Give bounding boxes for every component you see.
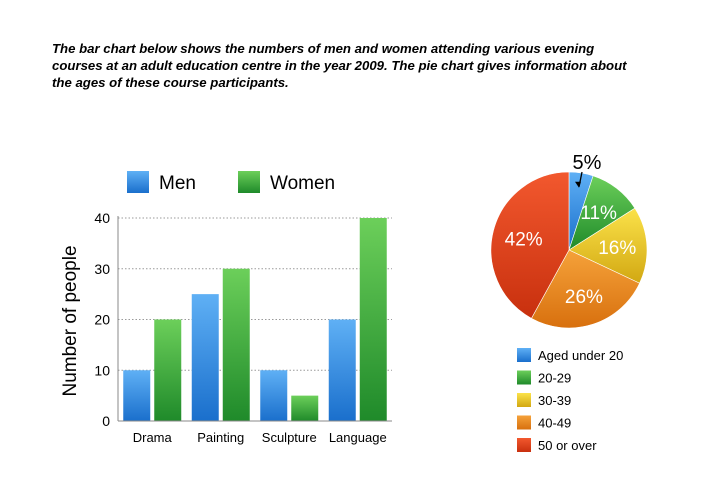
legend-swatch <box>517 438 531 452</box>
legend-label: 20-29 <box>538 371 571 386</box>
pie-label: 26% <box>565 287 603 308</box>
pie-slice <box>490 171 570 319</box>
chart-caption: The bar chart below shows the numbers of… <box>52 40 692 91</box>
legend-swatch-men <box>127 171 149 193</box>
bar-men <box>191 294 219 421</box>
legend-label: 30-39 <box>538 393 571 408</box>
legend-swatch <box>517 370 531 385</box>
legend-label: 40-49 <box>538 416 571 431</box>
y-axis-label: Number of people <box>60 245 81 396</box>
y-tick-label: 0 <box>102 413 110 429</box>
legend-label-women: Women <box>270 173 335 194</box>
pie-label: 42% <box>505 229 543 250</box>
bar-women <box>154 319 182 421</box>
bar-men <box>123 370 151 421</box>
pie-label: 11% <box>580 203 617 224</box>
x-tick-label: Painting <box>197 430 244 445</box>
y-tick-label: 40 <box>94 210 110 226</box>
caption-line: the ages of these course participants. <box>52 75 289 90</box>
x-tick-label: Drama <box>133 430 173 445</box>
caption-line: courses at an adult education centre in … <box>52 58 627 73</box>
bar-men <box>328 319 356 421</box>
y-tick-label: 10 <box>94 362 110 378</box>
pie-slice <box>568 207 648 284</box>
bar-chart: 0 10 20 30 40 Drama Painting Sculpture Language N… <box>60 171 392 445</box>
pie-label: 16% <box>598 238 636 259</box>
legend-swatch <box>517 348 531 362</box>
pie-label: 5% <box>573 152 602 174</box>
bar-men <box>260 370 288 421</box>
legend-label: 50 or over <box>538 438 597 453</box>
legend-label: Aged under 20 <box>538 348 623 363</box>
legend-swatch <box>517 393 531 407</box>
y-tick-label: 30 <box>94 261 110 277</box>
x-tick-label: Language <box>329 430 387 445</box>
y-tick-label: 20 <box>94 312 110 328</box>
bar-women <box>359 218 387 421</box>
legend-label-men: Men <box>159 173 196 194</box>
x-tick-label: Sculpture <box>262 430 317 445</box>
pie-label-arrowhead <box>575 181 582 188</box>
caption-line: The bar chart below shows the numbers of… <box>52 41 595 56</box>
legend-swatch <box>517 415 531 430</box>
bar-women <box>291 395 319 421</box>
pie-chart: 5% 11% 16% 26% 42% Aged under 20 20-29 30-39 40-… <box>490 152 648 453</box>
legend-swatch-women <box>238 171 260 193</box>
bar-women <box>222 268 250 421</box>
